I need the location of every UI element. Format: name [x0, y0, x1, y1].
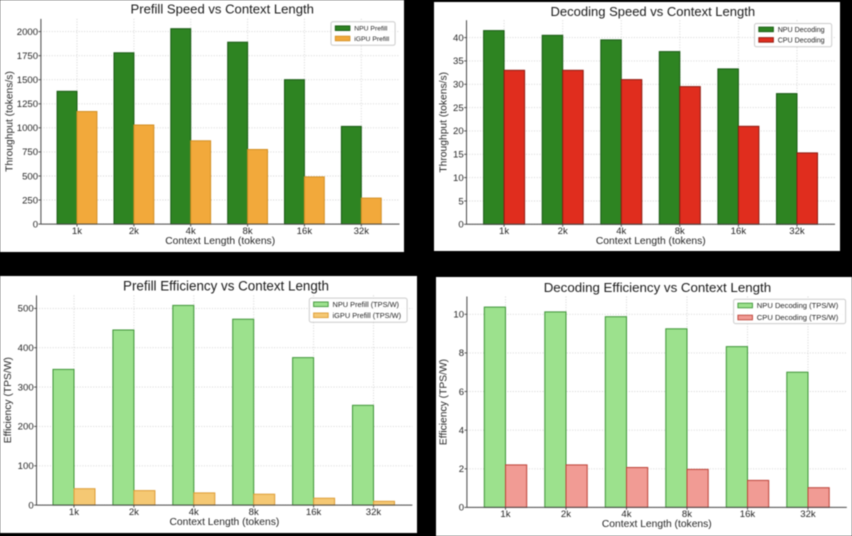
svg-text:500: 500: [18, 304, 34, 315]
svg-text:Context Length (tokens): Context Length (tokens): [596, 236, 706, 247]
svg-text:25: 25: [453, 103, 464, 114]
svg-text:8k: 8k: [243, 226, 253, 237]
svg-text:Context Length (tokens): Context Length (tokens): [602, 519, 712, 530]
svg-text:4: 4: [459, 426, 465, 437]
svg-text:20: 20: [453, 126, 464, 137]
svg-text:8k: 8k: [675, 226, 685, 237]
svg-text:15: 15: [453, 150, 464, 161]
svg-text:0: 0: [28, 500, 33, 511]
svg-text:NPU Decoding (TPS/W): NPU Decoding (TPS/W): [757, 301, 839, 310]
svg-text:Efficiency (TPS/W): Efficiency (TPS/W): [3, 357, 14, 443]
svg-text:Efficiency (TPS/W): Efficiency (TPS/W): [439, 359, 450, 445]
svg-text:2k: 2k: [561, 509, 571, 520]
svg-text:Context Length (tokens): Context Length (tokens): [169, 517, 279, 528]
svg-text:5: 5: [458, 196, 463, 207]
svg-text:1750: 1750: [17, 51, 38, 62]
svg-text:1k: 1k: [72, 226, 82, 237]
svg-text:8k: 8k: [249, 507, 259, 518]
svg-text:10: 10: [453, 310, 464, 321]
svg-text:40: 40: [453, 33, 464, 44]
svg-text:30: 30: [453, 80, 464, 91]
svg-text:4k: 4k: [186, 226, 196, 237]
svg-text:16k: 16k: [306, 507, 322, 518]
svg-text:16k: 16k: [740, 509, 756, 520]
svg-text:Context Length (tokens): Context Length (tokens): [165, 236, 275, 247]
svg-text:NPU Prefill: NPU Prefill: [354, 26, 388, 33]
svg-text:iGPU Prefill: iGPU Prefill: [354, 36, 390, 43]
svg-text:250: 250: [22, 195, 38, 206]
svg-text:Prefill Speed vs Context Lengt: Prefill Speed vs Context Length: [130, 2, 313, 17]
svg-text:32k: 32k: [354, 226, 370, 237]
svg-text:16k: 16k: [731, 226, 747, 237]
svg-text:4k: 4k: [616, 226, 626, 237]
svg-text:0: 0: [33, 219, 38, 230]
svg-text:10: 10: [453, 173, 464, 184]
svg-text:0: 0: [458, 220, 463, 231]
svg-text:1000: 1000: [17, 123, 38, 134]
svg-text:Throughput (tokens/s): Throughput (tokens/s): [439, 72, 450, 173]
svg-text:Decoding Speed vs Context Leng: Decoding Speed vs Context Length: [551, 4, 756, 19]
svg-text:750: 750: [22, 147, 38, 158]
svg-text:CPU Decoding (TPS/W): CPU Decoding (TPS/W): [757, 313, 839, 322]
svg-text:1k: 1k: [69, 507, 79, 518]
svg-text:NPU Decoding: NPU Decoding: [778, 26, 825, 34]
svg-text:Prefill Efficiency vs Context: Prefill Efficiency vs Context Length: [123, 278, 329, 293]
svg-text:2k: 2k: [129, 507, 139, 518]
svg-text:8: 8: [459, 348, 464, 359]
svg-text:8k: 8k: [682, 509, 692, 520]
svg-text:Throughput (tokens/s): Throughput (tokens/s): [5, 71, 16, 172]
svg-text:NPU Prefill (TPS/W): NPU Prefill (TPS/W): [333, 300, 400, 309]
svg-text:1k: 1k: [500, 509, 510, 520]
svg-text:2000: 2000: [17, 27, 38, 38]
svg-text:32k: 32k: [800, 509, 816, 520]
svg-text:iGPU Prefill (TPS/W): iGPU Prefill (TPS/W): [333, 311, 402, 320]
svg-text:100: 100: [18, 461, 34, 472]
svg-text:6: 6: [459, 387, 464, 398]
svg-text:2: 2: [459, 464, 464, 475]
svg-text:4k: 4k: [621, 509, 631, 520]
svg-text:1k: 1k: [499, 226, 509, 237]
svg-text:32k: 32k: [789, 226, 805, 237]
svg-text:CPU Decoding: CPU Decoding: [778, 37, 825, 45]
svg-text:35: 35: [453, 56, 464, 67]
svg-text:Decoding Efficiency vs Context: Decoding Efficiency vs Context Length: [544, 280, 771, 295]
svg-text:200: 200: [18, 422, 34, 433]
svg-text:16k: 16k: [297, 226, 313, 237]
svg-text:4k: 4k: [189, 507, 199, 518]
svg-text:0: 0: [459, 503, 464, 514]
svg-text:500: 500: [22, 171, 38, 182]
svg-text:32k: 32k: [366, 507, 382, 518]
svg-text:1250: 1250: [17, 99, 38, 110]
svg-text:400: 400: [18, 343, 34, 354]
svg-text:300: 300: [18, 382, 34, 393]
svg-text:2k: 2k: [558, 226, 568, 237]
svg-text:2k: 2k: [129, 226, 139, 237]
svg-text:1500: 1500: [17, 75, 38, 86]
